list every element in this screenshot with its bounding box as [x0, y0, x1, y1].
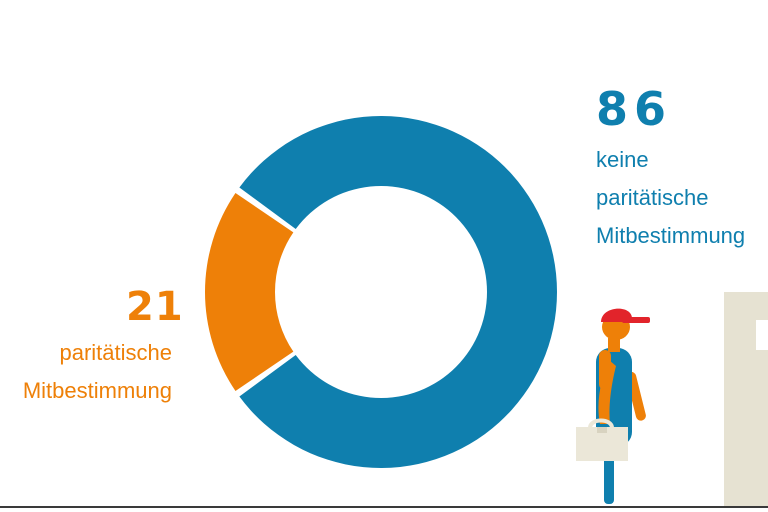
value-label-keine-paritaetisch: 86 [596, 82, 673, 136]
donut-slice-keine-paritaetisch [239, 116, 557, 469]
category-label-line: Mitbestimmung [22, 378, 172, 403]
value-label-paritaetisch: 21 [126, 284, 184, 330]
ground-line [0, 506, 768, 508]
donut-slice-paritaetisch [205, 193, 294, 391]
category-label-paritaetisch: paritätische Mitbestimmung [23, 334, 172, 410]
category-label-line: paritätische [596, 185, 709, 210]
category-label-line: keine [596, 147, 649, 172]
category-label-line: Mitbestimmung [596, 223, 746, 248]
category-label-line: paritätische [59, 340, 172, 365]
category-label-keine-paritaetisch: keine paritätische Mitbestimmung [596, 141, 745, 255]
worker-with-toolbox-icon [576, 308, 650, 504]
building-icon [724, 292, 768, 508]
